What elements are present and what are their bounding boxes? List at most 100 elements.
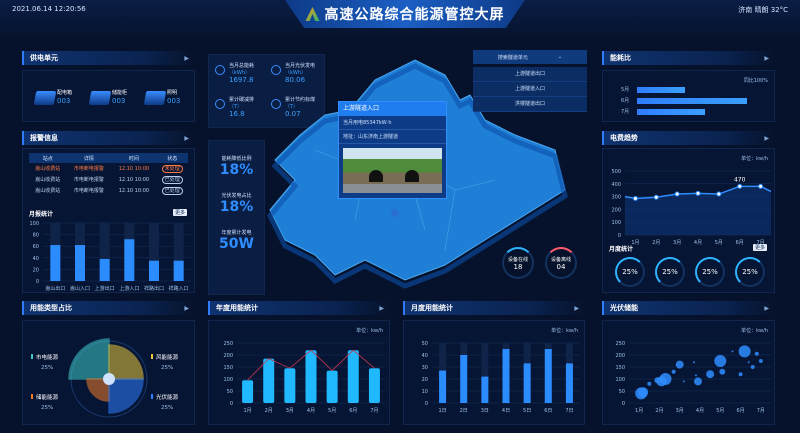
table-row[interactable]: 嵩山收费站 市电断电报警 12.10 10:00 已处理 (29, 174, 188, 185)
y-tick-label: 400 (611, 182, 621, 188)
x-tick-label: 6日 (544, 408, 552, 414)
x-tick-label: 5月 (328, 408, 336, 414)
monthly-panel: 单位：kw/h 0 10 20 30 40 50 1日 2日 3日 4日 5日 6日 7日 (403, 320, 585, 425)
x-tick-label: 7月 (756, 240, 764, 246)
table-row[interactable]: 嵩山收费站 市电断电报警 12.10 10:00 已处理 (29, 185, 188, 196)
tunnel-popup: 上游隧道入口 当月用电85347kW·h 地址：山东济南上游隧道 (338, 101, 447, 199)
power-item[interactable]: 照明 003 (143, 85, 195, 115)
energy-type-header: 用能类型占比 ▶ (22, 301, 195, 315)
y-tick-label: 200 (223, 353, 233, 359)
logo-icon (305, 7, 320, 21)
bar-track (99, 223, 110, 281)
bubble (693, 377, 702, 386)
arrow-icon[interactable]: ▶ (574, 304, 579, 312)
bar (544, 349, 552, 403)
arrow-icon[interactable]: ▶ (764, 304, 769, 312)
arrow-icon[interactable]: ▶ (764, 54, 769, 62)
lightning-icon (215, 65, 225, 75)
dropdown-option[interactable]: 上游隧道出口 (473, 67, 587, 82)
x-tick-label: 7月 (370, 408, 378, 414)
bar-track (173, 223, 184, 281)
bar (481, 376, 489, 403)
y-tick-label: 0 (618, 233, 621, 239)
column-header: 站点 (29, 153, 67, 163)
power-unit-header: 供电单元 ▶ (22, 51, 195, 65)
x-tick-label: 祥路入口 (169, 285, 189, 292)
bar (50, 245, 61, 281)
monthly-header: 月度用能统计 ▶ (403, 301, 585, 315)
y-tick-label: 40 (422, 353, 428, 359)
bubble (647, 381, 652, 386)
data-point (737, 183, 743, 189)
more-button[interactable]: 更多 (173, 209, 188, 216)
solar-icon (271, 65, 281, 75)
kpi-item: 年度累计发电 50W (219, 230, 254, 252)
dropdown-option[interactable]: 上游隧道入口 (473, 82, 587, 97)
tunnel-photo (343, 148, 442, 193)
y-tick-label: 200 (611, 207, 621, 213)
pv-chart: 0 50 100 150 200 250 1月 2月 3月 4月 5月 6月 7月 (615, 341, 771, 414)
x-tick-label: 嵩山入口 (70, 285, 90, 292)
alarm-table: 站点 详情 时间 状态 嵩山收费站 市电断电报警 12.10 10:00 未处理 嵩山收费站 市电… (29, 153, 188, 196)
power-unit-panel: 配电箱 003 储能柜 003 照明 003 (22, 70, 195, 122)
x-tick-label: 2月 (652, 240, 660, 246)
trend-area (625, 186, 771, 235)
chevron-down-icon: ⌄ (557, 54, 563, 60)
x-tick-label: 3月 (676, 408, 684, 414)
x-tick-label: 1月 (635, 408, 643, 414)
y-tick-label: 100 (29, 221, 39, 227)
bubble (747, 361, 750, 364)
x-tick-label: 上游入口 (119, 285, 139, 292)
table-row[interactable]: 嵩山收费站 市电断电报警 12.10 10:00 未处理 (29, 163, 188, 174)
bubble (706, 370, 715, 379)
bar (242, 380, 254, 403)
yearly-chart: 0 50 100 150 200 250 1月 2月 3月 4月 5月 6月 7月 (223, 341, 385, 414)
y-tick-label: 40 (33, 256, 39, 262)
y-tick-label: 100 (615, 377, 625, 383)
bubble (682, 380, 685, 383)
bar (460, 355, 468, 403)
x-tick-label: 3月 (673, 240, 681, 246)
power-item[interactable]: 储能柜 003 (88, 85, 140, 115)
trend-chart: 0 100 200 300 400 500 1月 2月 3月 4月 5月 6月 7月 470 (611, 169, 772, 246)
arrow-icon[interactable]: ▶ (764, 134, 769, 142)
column-header: 详情 (66, 153, 112, 163)
bar-track (481, 343, 489, 403)
y-tick-label: 250 (615, 341, 625, 347)
x-tick-label: 6月 (736, 408, 744, 414)
bubble (750, 365, 755, 369)
legend-label: 光伏能源 (156, 393, 179, 401)
monthly-chart: 0 10 20 30 40 50 1日 2日 3日 4日 5日 6日 7日 (422, 341, 580, 414)
arrow-icon[interactable]: ▶ (184, 134, 189, 142)
ratio-header: 能耗比 ▶ (602, 51, 775, 65)
x-tick-label: 6月 (349, 408, 357, 414)
legend-swatch (151, 394, 153, 399)
y-tick-label: 0 (622, 401, 625, 407)
stat-item: 当月总能耗 （kWh） 1697.8 (215, 63, 270, 84)
pie-slice (68, 338, 110, 380)
arrow-icon[interactable]: ▶ (184, 304, 189, 312)
x-tick-label: 祥路出口 (144, 285, 164, 292)
bar (523, 363, 531, 403)
dropdown-option[interactable]: 洪楼隧道出口 (473, 97, 587, 112)
month-gauge: 25% (655, 257, 685, 287)
more-button[interactable]: 更多 (753, 244, 768, 251)
legend-value: 25% (41, 405, 53, 411)
arrow-icon[interactable]: ▶ (184, 54, 189, 62)
coal-icon (271, 99, 281, 109)
power-item[interactable]: 配电箱 003 (33, 85, 85, 115)
map-marker[interactable] (391, 209, 399, 217)
bubble (719, 368, 726, 375)
bar (284, 368, 296, 403)
bar (149, 260, 159, 281)
y-tick-label: 200 (615, 353, 625, 359)
y-tick-label: 10 (422, 389, 428, 395)
y-tick-label: 300 (611, 195, 621, 201)
page-title: 高速公路综合能源管控大屏 (285, 0, 525, 28)
pie-center (103, 373, 115, 385)
bubble (738, 345, 751, 358)
tunnel-search-dropdown[interactable]: 搜索隧道单元 ⌄ (473, 50, 587, 64)
arrow-icon[interactable]: ▶ (379, 304, 384, 312)
ratio-panel: 同比100% 5月 6月 7月 (602, 70, 775, 122)
kpi-item: 光伏发电占比 18% (219, 193, 254, 215)
